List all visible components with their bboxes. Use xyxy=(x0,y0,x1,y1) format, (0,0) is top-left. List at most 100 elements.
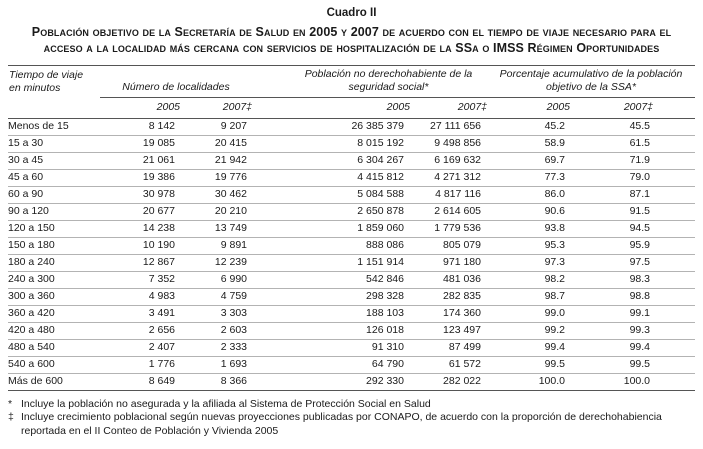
year-header-localities-2007: 2007‡ xyxy=(180,97,252,119)
group-header-row: Tiempo de viaje en minutos Número de loc… xyxy=(8,65,696,119)
cell-value: 971 180 xyxy=(410,253,487,272)
cell-value: 86.0 xyxy=(487,185,570,204)
cell-value: 1 693 xyxy=(180,355,252,374)
cell-value: 4 271 312 xyxy=(410,168,487,187)
row-label: 45 a 60 xyxy=(8,168,100,187)
cell-value: 298 328 xyxy=(252,287,410,306)
cell-value: 805 079 xyxy=(410,236,487,255)
table-row: 60 a 90 30 978 30 462 5 084 588 4 817 116 86.… xyxy=(8,185,696,204)
table-body: Menos de 15 8 142 9 207 26 385 379 27 111 65… xyxy=(8,118,696,391)
cell-value: 542 846 xyxy=(252,270,410,289)
row-label: 60 a 90 xyxy=(8,185,100,204)
cell-value: 13 749 xyxy=(180,219,252,238)
cell-value: 91 310 xyxy=(252,338,410,357)
row-label: 180 a 240 xyxy=(8,253,100,272)
cell-value: 2 333 xyxy=(180,338,252,357)
cell-value: 12 867 xyxy=(100,253,180,272)
footnote-text: Incluye la población no asegurada y la a… xyxy=(21,397,431,410)
row-label: 360 a 420 xyxy=(8,304,100,323)
year-header-percentage-2005: 2005 xyxy=(487,97,570,119)
cell-value: 71.9 xyxy=(570,151,696,170)
cell-value: 99.3 xyxy=(570,321,696,340)
row-label: 90 a 120 xyxy=(8,202,100,221)
cell-value: 19 085 xyxy=(100,134,180,153)
cell-value: 4 415 812 xyxy=(252,168,410,187)
table-row: 240 a 300 7 352 6 990 542 846 481 036 98.2 98.… xyxy=(8,270,696,289)
cell-value: 5 084 588 xyxy=(252,185,410,204)
table-row: 180 a 240 12 867 12 239 1 151 914 971 180 97.… xyxy=(8,253,696,272)
cell-value: 30 462 xyxy=(180,185,252,204)
cell-value: 2 656 xyxy=(100,321,180,340)
cell-value: 98.8 xyxy=(570,287,696,306)
cell-value: 2 614 605 xyxy=(410,202,487,221)
cell-value: 77.3 xyxy=(487,168,570,187)
cell-value: 1 779 536 xyxy=(410,219,487,238)
cell-value: 8 142 xyxy=(148,120,175,133)
cell-value: 91.5 xyxy=(570,202,696,221)
row-label: 15 a 30 xyxy=(8,134,100,153)
cell-value: 19 776 xyxy=(180,168,252,187)
row-label: Más de 600 xyxy=(8,372,100,391)
cell-value: 888 086 xyxy=(252,236,410,255)
cell-value: 97.3 xyxy=(487,253,570,272)
column-header-travel-time: Tiempo de viaje en minutos xyxy=(8,65,100,119)
row-label: 540 a 600 xyxy=(8,355,100,374)
cell-value: 30 978 xyxy=(100,185,180,204)
cell-value: 99.2 xyxy=(487,321,570,340)
group-header-population: Población no derechohabiente de la segur… xyxy=(252,65,487,98)
cell-value: 188 103 xyxy=(252,304,410,323)
cell-value: 8 366 xyxy=(180,372,252,391)
cell-value: 282 835 xyxy=(410,287,487,306)
cell-value: 97.5 xyxy=(570,253,696,272)
year-header-row: 2005 2007‡ 2005 2007‡ 2005 2007‡ xyxy=(8,97,696,119)
cell-value: 58.9 xyxy=(487,134,570,153)
table-row: Menos de 15 8 142 9 207 26 385 379 27 111 65… xyxy=(8,118,695,135)
cell-value: 4 983 xyxy=(100,287,180,306)
cell-value: 12 239 xyxy=(180,253,252,272)
row-label: 30 a 45 xyxy=(8,151,100,170)
footnote-asterisk: * Incluye la población no asegurada y la… xyxy=(8,398,695,411)
cell-value: 6 169 632 xyxy=(410,151,487,170)
table-row: 30 a 45 21 061 21 942 6 304 267 6 169 632 69.… xyxy=(8,151,696,170)
row-label: 150 a 180 xyxy=(8,236,100,255)
cell-value: 174 360 xyxy=(410,304,487,323)
table-row: 540 a 600 1 776 1 693 64 790 61 572 99.5 99.5 xyxy=(8,355,696,374)
cell-value: 10 190 xyxy=(100,236,180,255)
row-label: 480 a 540 xyxy=(8,338,100,357)
cell-value: 99.4 xyxy=(570,338,696,357)
cell-value: 21 061 xyxy=(100,151,180,170)
cell-value: 21 942 xyxy=(180,151,252,170)
document-page: Cuadro II Población objetivo de la Secre… xyxy=(8,7,696,438)
cell-value: 4 817 116 xyxy=(410,185,487,204)
cell-value: 99.1 xyxy=(570,304,696,323)
cell-value: 27 111 656 xyxy=(430,120,481,133)
cell-value: 6 304 267 xyxy=(252,151,410,170)
row-label: 240 a 300 xyxy=(8,270,100,289)
footnote-marker: * xyxy=(8,397,13,410)
year-header-localities-2005: 2005 xyxy=(100,97,180,119)
cell-value: 93.8 xyxy=(487,219,570,238)
group-header-cumulative-percentage: Porcentaje acumulativo de la población o… xyxy=(487,65,696,98)
cell-value: 98.3 xyxy=(570,270,696,289)
cell-value: 7 352 xyxy=(100,270,180,289)
data-table: Tiempo de viaje en minutos Número de loc… xyxy=(8,64,696,391)
cell-value: 8 649 xyxy=(100,372,180,391)
table-row: 15 a 30 19 085 20 415 8 015 192 9 498 856 58.… xyxy=(8,134,696,153)
cell-value: 3 303 xyxy=(180,304,252,323)
cell-value: 90.6 xyxy=(487,202,570,221)
cell-value: 20 677 xyxy=(100,202,180,221)
cell-value: 87.1 xyxy=(570,185,696,204)
table-number-heading: Cuadro II xyxy=(326,7,377,19)
footnote-text: Incluye crecimiento poblacional según nu… xyxy=(21,411,662,437)
cell-value: 2 407 xyxy=(100,338,180,357)
cell-value: 19 386 xyxy=(100,168,180,187)
cell-value: 3 491 xyxy=(100,304,180,323)
cell-value: 282 022 xyxy=(410,372,487,391)
cell-value: 1 776 xyxy=(100,355,180,374)
table-row: 120 a 150 14 238 13 749 1 859 060 1 779 536 9… xyxy=(8,219,696,238)
footnotes: * Incluye la población no asegurada y la… xyxy=(8,398,695,438)
cell-value: 1 859 060 xyxy=(252,219,410,238)
cell-value: 99.5 xyxy=(487,355,570,374)
cell-value: 98.2 xyxy=(487,270,570,289)
cell-value: 61.5 xyxy=(570,134,696,153)
